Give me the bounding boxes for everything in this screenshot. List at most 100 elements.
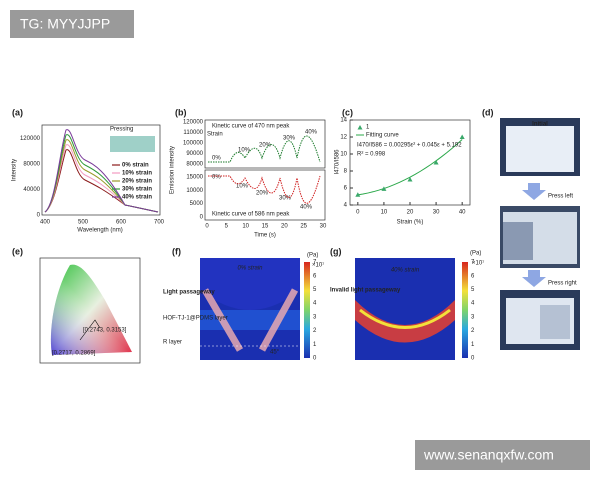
annotation: Light passageway <box>163 290 215 296</box>
axis-title: Wavelength (nm) <box>77 228 122 234</box>
tick-label: 5000 <box>190 201 204 207</box>
panel-label: (e) <box>12 246 23 256</box>
unit: ×10⁷ <box>312 262 324 269</box>
equation: R² = 0.998 <box>357 152 386 158</box>
unit: ×10⁷ <box>472 260 484 267</box>
label: 30% <box>283 136 296 142</box>
legend-label: 10% strain <box>122 171 152 177</box>
unit: (Pa) <box>307 253 318 259</box>
watermark: TG: MYYJJPP <box>20 16 110 32</box>
legend-swatch <box>357 125 363 130</box>
tick-label: 0 <box>356 210 360 216</box>
watermark-box <box>415 440 590 470</box>
curve <box>44 129 159 213</box>
tick-label: 600 <box>116 220 127 226</box>
tick-label: 14 <box>340 118 347 124</box>
tick-label: 0 <box>471 356 475 362</box>
tick-label: 500 <box>78 220 89 226</box>
tick-label: 6 <box>471 273 475 279</box>
tick-label: 10000 <box>186 188 203 194</box>
tick-label: 120000 <box>183 120 204 126</box>
stress-maps <box>200 258 468 360</box>
tick-label: 8 <box>344 169 348 175</box>
tick-label: 5 <box>471 287 475 293</box>
annotation: Invalid light passageway <box>330 288 401 294</box>
point <box>381 186 387 191</box>
photos <box>500 118 580 350</box>
label: 40% <box>305 130 318 136</box>
tick-label: 2 <box>313 328 317 334</box>
tick-label: 5 <box>225 224 229 230</box>
tick-label: 15000 <box>186 175 203 181</box>
tick-label: 10 <box>340 152 347 158</box>
label: 0% <box>212 156 221 162</box>
panel-label: (b) <box>175 107 187 117</box>
watermark-box <box>10 10 134 38</box>
inset <box>110 136 155 152</box>
annotation: 45° <box>270 350 280 356</box>
axis-title: Emission intensity <box>170 146 176 194</box>
curve <box>208 135 321 163</box>
tick-label: 15 <box>262 224 269 230</box>
panel-label: (d) <box>482 107 494 117</box>
annotation: R layer <box>163 340 182 346</box>
tick-label: 80000 <box>23 162 40 168</box>
label: Strain <box>207 132 223 138</box>
label: 10% <box>238 148 251 154</box>
annotation: [0.2717, 0.2869] <box>52 351 96 357</box>
step-label: Press left <box>548 194 573 200</box>
panel-label: (a) <box>12 107 23 117</box>
point <box>355 192 361 197</box>
axis-title: I470/I586 <box>335 149 341 175</box>
legend-label: Kinetic curve of 586 nm peak <box>212 212 290 218</box>
tick-label: 30 <box>433 210 440 216</box>
tick-label: 6 <box>344 186 348 192</box>
tick-label: 0 <box>205 224 209 230</box>
step-label: Initial <box>532 122 548 128</box>
axis-title: Time (s) <box>254 233 276 239</box>
tick-label: 0 <box>313 356 317 362</box>
tick-label: 40 <box>459 210 466 216</box>
legend-label: Fitting curve <box>366 133 399 139</box>
map-title: 0% strain <box>237 266 263 272</box>
tick-label: 400 <box>40 220 51 226</box>
tick-label: 90000 <box>186 151 203 157</box>
legend-label: 1 <box>366 125 370 131</box>
point <box>407 177 413 182</box>
label: 0% <box>212 175 221 181</box>
curve <box>44 144 159 213</box>
label: 10% <box>236 184 249 190</box>
tick-label: 0 <box>37 213 41 219</box>
tick-label: 3 <box>313 314 317 320</box>
tick-label: 100000 <box>183 141 204 147</box>
tick-label: 10 <box>381 210 388 216</box>
map-title: 40% strain <box>391 268 420 274</box>
curve <box>44 149 159 213</box>
tick-label: 1 <box>471 342 475 348</box>
cie-diagram <box>50 264 133 355</box>
tick-label: 80000 <box>186 162 203 168</box>
tick-label: 12 <box>340 135 347 141</box>
tick-label: 7 <box>313 260 317 266</box>
label: 30% <box>279 196 292 202</box>
tick-label: 1 <box>313 342 317 348</box>
tick-label: 7 <box>471 260 475 266</box>
tick-label: 4 <box>313 301 317 307</box>
panel-label: (f) <box>172 246 181 256</box>
label: 20% <box>259 143 272 149</box>
label: 20% <box>256 191 269 197</box>
watermark: www.senanqxfw.com <box>423 447 554 463</box>
tick-label: 20 <box>281 224 288 230</box>
panel-label: (g) <box>330 246 342 256</box>
point <box>433 160 439 165</box>
tick-label: 0 <box>200 215 204 221</box>
tick-label: 30 <box>320 224 327 230</box>
panel-label: (c) <box>342 107 353 117</box>
tick-label: 3 <box>471 314 475 320</box>
equation: I470/I586 = 0.00295ε² + 0.045ε + 5.192 <box>357 143 462 149</box>
annotation: [0.2743, 0.3153] <box>83 328 127 334</box>
tick-label: 700 <box>154 220 165 226</box>
tick-label: 6 <box>313 273 317 279</box>
unit: (Pa) <box>470 251 481 257</box>
axis-title: Strain (%) <box>397 220 424 226</box>
